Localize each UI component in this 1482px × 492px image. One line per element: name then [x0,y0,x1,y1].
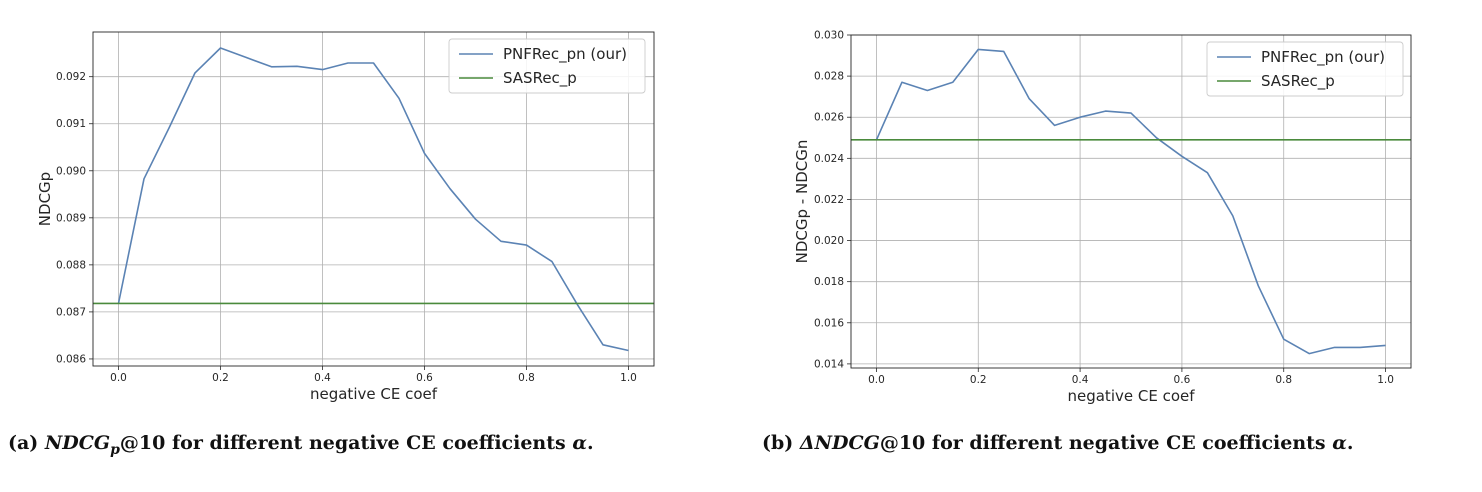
y-tick-label: 0.087 [56,306,86,318]
y-tick-label: 0.091 [56,118,86,130]
series-line-pnfrec [875,48,1386,355]
caption-b-alpha: α [1332,432,1347,454]
x-tick-label: 0.8 [518,372,535,384]
plot-frame [92,31,655,367]
legend-label: PNFRec_pn (our) [503,45,627,64]
caption-b-label: (b) [762,432,794,454]
caption-b-suffix: @10 [879,432,926,454]
caption-a-label: (a) [8,432,39,454]
caption-b: (b) ΔNDCG@10 for different negative CE c… [762,432,1354,454]
x-tick-label: 0.6 [416,372,433,384]
x-tick-label: 0.4 [1072,374,1089,386]
x-tick-label: 0.2 [212,372,229,384]
x-axis-label: negative CE coef [310,385,438,403]
legend-box [1206,41,1404,97]
x-tick-label: 0.0 [110,372,127,384]
caption-b-math: ΔNDCG [799,432,880,454]
y-tick-label: 0.090 [56,165,86,177]
y-tick-label: 0.024 [814,153,844,165]
y-tick-label: 0.018 [814,276,844,288]
caption-a-text: for different negative CE coefficients [165,432,573,454]
y-axis-label: NDCGp - NDCGn [793,140,811,264]
legend: PNFRec_pn (our) SASRec_p [1206,41,1404,97]
legend: PNFRec_pn (our) SASRec_p [448,38,646,94]
y-tick-label: 0.028 [814,71,844,83]
y-tick-label: 0.089 [56,212,86,224]
y-tick-label: 0.088 [56,259,86,271]
y-tick-label: 0.016 [814,317,844,329]
y-axis-label: NDCGp [36,172,54,226]
y-tick-label: 0.026 [814,112,844,124]
grid-lines [851,34,1411,368]
caption-b-text: for different negative CE coefficients [925,432,1333,454]
y-tick-label: 0.092 [56,71,86,83]
legend-label: PNFRec_pn (our) [1261,48,1385,67]
y-tick-label: 0.014 [814,358,844,370]
x-tick-label: 0.8 [1275,374,1292,386]
y-tick-label: 0.022 [814,194,844,206]
caption-a-math: NDCGp [44,432,120,458]
y-tick-label: 0.030 [814,30,844,42]
caption-a-suffix: @10 [119,432,166,454]
chart-b: 0.0 0.2 0.4 0.6 0.8 1.0 0.014 0.016 0.018 0.020 0.… [793,30,1412,405]
x-tick-label: 1.0 [1377,374,1394,386]
legend-label: SASRec_p [1261,72,1335,91]
x-axis-label: negative CE coef [1067,387,1195,405]
x-tick-label: 0.4 [314,372,331,384]
y-tick-label: 0.020 [814,235,844,247]
legend-box [448,38,646,94]
y-tick-label: 0.086 [56,353,86,365]
x-tick-label: 1.0 [620,372,637,384]
legend-label: SASRec_p [503,69,577,88]
x-tick-label: 0.0 [868,374,885,386]
caption-a-alpha: α [572,432,587,454]
x-tick-label: 0.2 [970,374,987,386]
chart-a: 0.0 0.2 0.4 0.6 0.8 1.0 0.086 0.087 0.088 0.089 0.… [36,31,655,403]
series-line-pnfrec [117,47,629,352]
plot-frame [850,34,1412,369]
caption-a: (a) NDCGp@10 for different negative CE c… [8,432,594,458]
x-tick-label: 0.6 [1174,374,1191,386]
